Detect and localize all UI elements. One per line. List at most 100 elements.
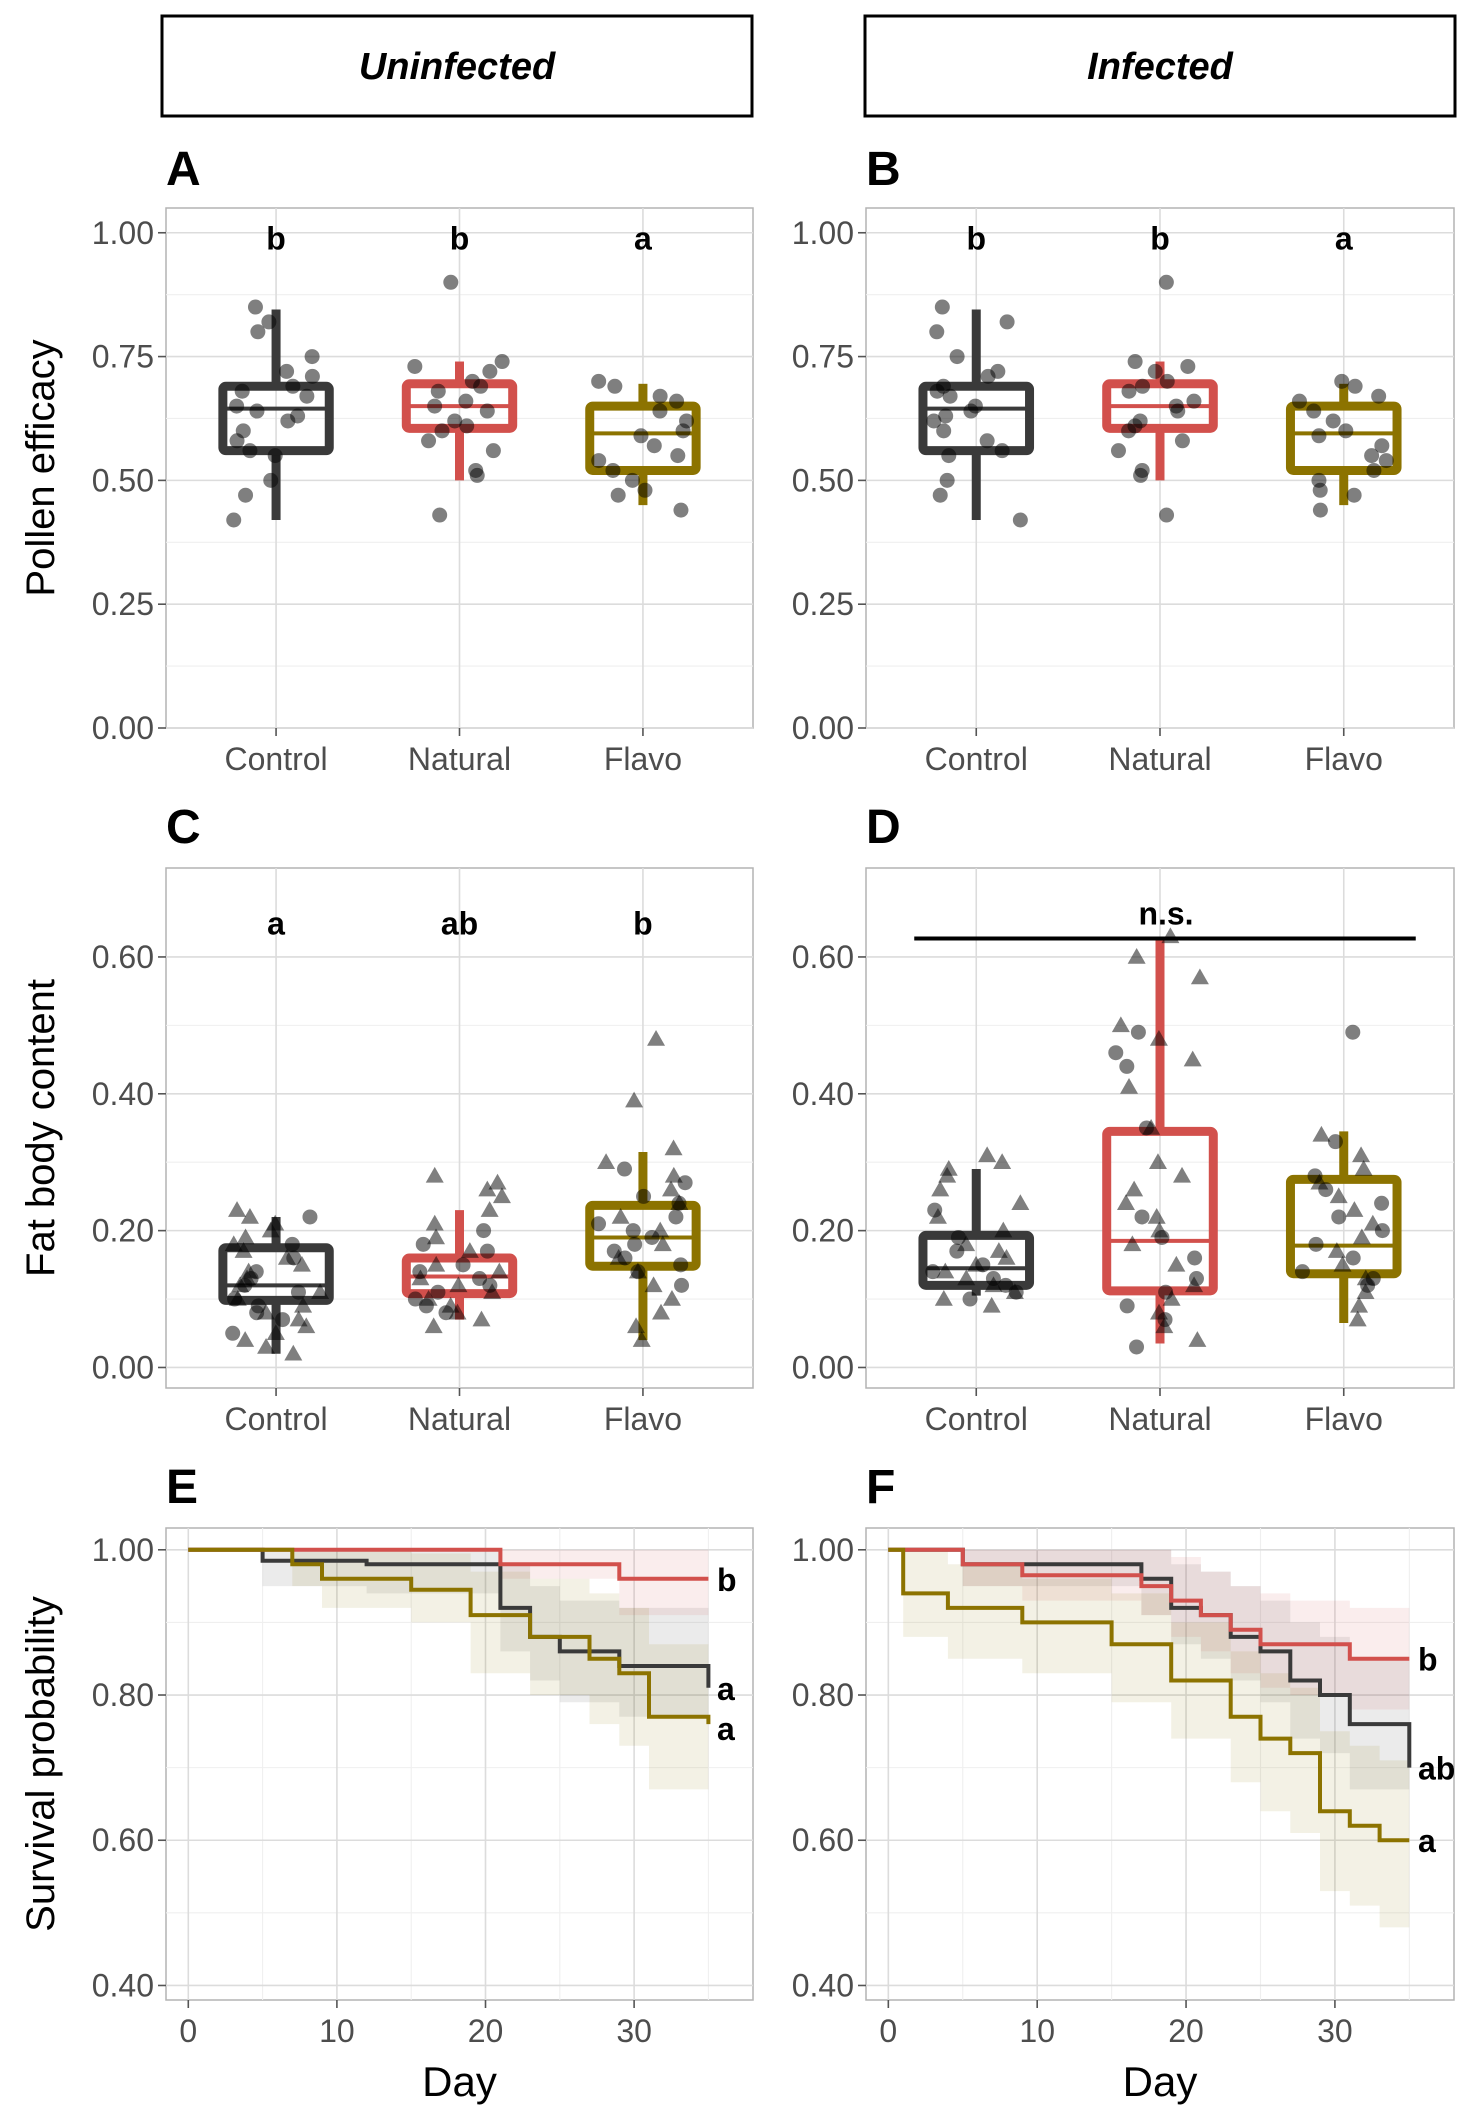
data-point-circle bbox=[673, 1257, 689, 1273]
data-point-circle bbox=[1134, 1209, 1150, 1225]
data-point-circle bbox=[633, 428, 649, 444]
box-iqr bbox=[1285, 1174, 1402, 1279]
data-point-circle bbox=[407, 358, 423, 374]
data-point-circle bbox=[949, 1243, 965, 1259]
data-point-circle bbox=[669, 393, 685, 409]
data-point-circle bbox=[280, 413, 296, 429]
data-point-circle bbox=[939, 472, 955, 488]
survival-line-flavo bbox=[188, 1547, 711, 1725]
data-point-circle bbox=[479, 403, 495, 419]
survival-line-natural bbox=[188, 1547, 709, 1581]
data-point-circle bbox=[1159, 373, 1175, 389]
data-point-circle bbox=[591, 1216, 607, 1232]
significance-letter: b bbox=[717, 1562, 737, 1598]
data-point-circle bbox=[302, 1209, 318, 1225]
data-point-circle bbox=[1334, 373, 1350, 389]
panel-letter-d: D bbox=[866, 801, 901, 854]
box-flavo bbox=[585, 1151, 701, 1341]
data-point-circle bbox=[1306, 403, 1322, 419]
data-point-circle bbox=[494, 354, 510, 370]
data-point-triangle bbox=[1173, 1166, 1192, 1183]
data-point-triangle bbox=[939, 1160, 958, 1176]
data-point-triangle bbox=[1329, 1187, 1348, 1204]
data-point-circle bbox=[636, 1188, 652, 1204]
data-point-circle bbox=[985, 1271, 1001, 1287]
survival-line-control bbox=[888, 1547, 1412, 1768]
data-point-circle bbox=[1174, 433, 1190, 449]
x-tick-label: 20 bbox=[468, 2013, 504, 2049]
data-point-triangle bbox=[294, 1296, 313, 1313]
data-point-triangle bbox=[997, 1249, 1016, 1265]
data-point-circle bbox=[229, 433, 245, 449]
x-tick-label-natural: Natural bbox=[408, 741, 511, 777]
data-point-circle bbox=[1138, 1120, 1154, 1136]
data-point-circle bbox=[1366, 462, 1382, 478]
data-point-circle bbox=[234, 383, 250, 399]
data-point-triangle bbox=[611, 1207, 630, 1224]
y-tick-label: 0.20 bbox=[792, 1213, 854, 1249]
y-tick-label: 0.40 bbox=[92, 1967, 154, 2003]
data-point-circle bbox=[250, 324, 266, 340]
data-point-triangle bbox=[449, 1276, 468, 1293]
data-point-triangle bbox=[1148, 1153, 1167, 1169]
data-point-circle bbox=[606, 1243, 622, 1259]
data-point-triangle bbox=[427, 1255, 446, 1272]
significance-letter: a bbox=[1335, 221, 1353, 257]
data-point-circle bbox=[1180, 358, 1196, 374]
data-point-triangle bbox=[1350, 1296, 1369, 1313]
data-point-circle bbox=[229, 398, 245, 414]
data-point-circle bbox=[605, 462, 621, 478]
data-point-circle bbox=[994, 443, 1010, 459]
data-point-triangle bbox=[488, 1173, 507, 1190]
data-point-circle bbox=[1346, 487, 1362, 503]
data-point-circle bbox=[1338, 423, 1354, 439]
data-point-triangle bbox=[1147, 1207, 1166, 1224]
data-point-circle bbox=[1347, 378, 1363, 394]
data-point-circle bbox=[1130, 1024, 1146, 1040]
data-point-triangle bbox=[472, 1310, 491, 1327]
data-point-triangle bbox=[1111, 1016, 1130, 1033]
box-iqr bbox=[918, 1230, 1035, 1290]
data-point-circle bbox=[427, 398, 443, 414]
data-point-triangle bbox=[1116, 1194, 1135, 1211]
data-point-circle bbox=[1331, 1209, 1347, 1225]
data-point-circle bbox=[941, 448, 957, 464]
data-point-triangle bbox=[662, 1290, 681, 1306]
data-point-triangle bbox=[936, 1262, 955, 1279]
data-point-circle bbox=[1308, 1236, 1324, 1252]
data-point-circle bbox=[1371, 388, 1387, 404]
x-tick-label: 10 bbox=[1019, 2013, 1055, 2049]
data-point-circle bbox=[438, 1305, 454, 1321]
data-point-circle bbox=[624, 472, 640, 488]
data-point-circle bbox=[1159, 507, 1175, 523]
panel-d: D 0.00 0.20 0.40 0.60 Control Natural Flavo n.s. bbox=[792, 801, 1455, 1437]
data-point-triangle bbox=[234, 1242, 253, 1258]
y-tick-label: 1.00 bbox=[792, 215, 854, 251]
data-point-triangle bbox=[1333, 1255, 1352, 1272]
x-tick-label-natural: Natural bbox=[408, 1401, 511, 1437]
data-point-circle bbox=[677, 1175, 693, 1191]
data-point-circle bbox=[927, 1202, 943, 1218]
data-point-triangle bbox=[1190, 968, 1209, 985]
data-point-circle bbox=[644, 1229, 660, 1245]
data-point-circle bbox=[1121, 423, 1137, 439]
significance-letter: ab bbox=[441, 906, 478, 942]
data-point-triangle bbox=[938, 1166, 957, 1183]
data-point-triangle bbox=[662, 1180, 681, 1197]
data-point-circle bbox=[237, 1277, 253, 1293]
data-point-circle bbox=[242, 443, 258, 459]
data-point-triangle bbox=[978, 1146, 997, 1163]
data-point-triangle bbox=[1183, 1050, 1202, 1067]
data-point-circle bbox=[627, 1236, 643, 1252]
panel-letter-e: E bbox=[166, 1461, 198, 1514]
x-tick-label-natural: Natural bbox=[1108, 1401, 1211, 1437]
data-point-circle bbox=[607, 378, 623, 394]
box-control bbox=[918, 309, 1035, 520]
data-point-circle bbox=[673, 502, 689, 518]
panels: A 0.00 0.25 0.50 0.75 1.00 Control Natural Flavo… bbox=[19, 143, 1455, 2105]
data-point-circle bbox=[975, 1257, 991, 1273]
x-tick-label: 0 bbox=[879, 2013, 897, 2049]
panel-letter-f: F bbox=[866, 1461, 895, 1514]
data-point-circle bbox=[950, 1229, 966, 1245]
data-point-circle bbox=[226, 512, 242, 528]
